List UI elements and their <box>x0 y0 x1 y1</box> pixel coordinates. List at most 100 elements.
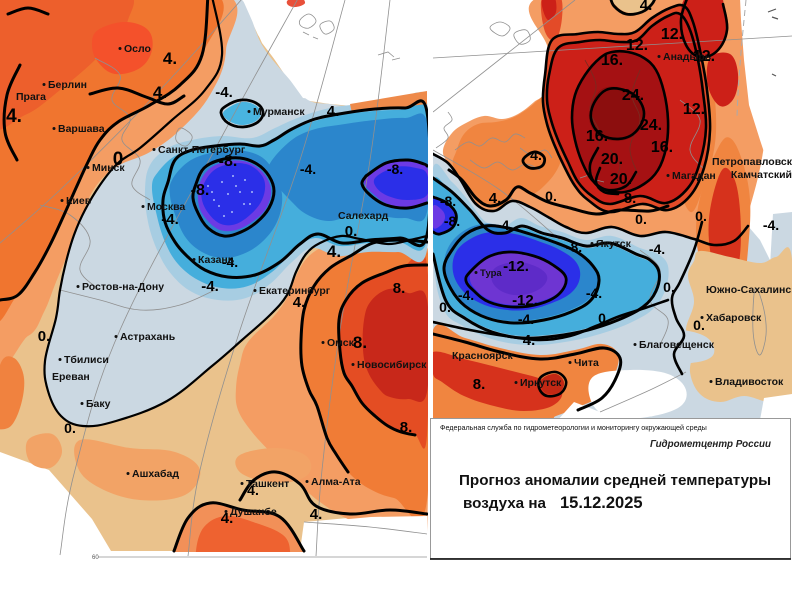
svg-text:4.: 4. <box>310 506 323 523</box>
svg-text:-8.: -8. <box>444 213 460 229</box>
svg-text:60: 60 <box>92 555 99 561</box>
svg-text:16.: 16. <box>601 52 623 69</box>
svg-text:24.: 24. <box>622 87 644 104</box>
svg-text:Прага: Прага <box>16 91 46 103</box>
svg-text:16.: 16. <box>586 128 608 145</box>
svg-text:Москва: Москва <box>147 201 185 213</box>
svg-text:12.: 12. <box>693 48 715 65</box>
svg-text:Душанбе: Душанбе <box>230 506 277 518</box>
svg-text:15.12.2025: 15.12.2025 <box>560 494 643 512</box>
svg-text:-4.: -4. <box>201 278 219 295</box>
svg-text:-12.: -12. <box>503 258 529 275</box>
svg-text:0.: 0. <box>693 317 705 333</box>
svg-text:4.: 4. <box>153 83 167 102</box>
svg-text:Чита: Чита <box>574 357 599 369</box>
svg-text:-4.: -4. <box>586 285 602 301</box>
svg-text:Петропавловск: Петропавловск <box>712 156 792 168</box>
svg-text:12.: 12. <box>661 26 683 43</box>
svg-text:12.: 12. <box>626 37 648 54</box>
svg-text:-4.: -4. <box>518 311 534 327</box>
svg-text:Магадан: Магадан <box>672 170 716 182</box>
svg-text:Баку: Баку <box>86 398 111 410</box>
svg-text:-8.: -8. <box>387 161 403 177</box>
svg-text:8.: 8. <box>353 333 367 352</box>
svg-text:-4.: -4. <box>458 287 474 303</box>
svg-text:-4.: -4. <box>161 211 179 228</box>
svg-text:Екатеринбург: Екатеринбург <box>259 285 331 297</box>
svg-text:8.: 8. <box>624 190 637 207</box>
svg-text:4.: 4. <box>327 103 340 120</box>
svg-text:0.: 0. <box>635 211 647 227</box>
svg-text:0.: 0. <box>545 188 557 204</box>
svg-text:-8.: -8. <box>440 193 456 209</box>
svg-text:0.: 0. <box>64 420 76 436</box>
svg-text:Федеральная служба по гидромет: Федеральная служба по гидрометеорологии … <box>440 423 707 432</box>
svg-text:-8.: -8. <box>219 153 238 170</box>
svg-text:4.: 4. <box>247 482 259 498</box>
svg-text:Берлин: Берлин <box>48 79 87 91</box>
svg-text:-12.: -12. <box>512 292 538 309</box>
svg-text:8.: 8. <box>473 376 486 393</box>
svg-text:Ашхабад: Ашхабад <box>132 468 179 480</box>
svg-text:Владивосток: Владивосток <box>715 376 784 388</box>
svg-text:20.: 20. <box>610 171 632 188</box>
svg-text:Алма-Ата: Алма-Ата <box>311 476 361 488</box>
svg-text:0.: 0. <box>663 279 675 295</box>
svg-text:Ереван: Ереван <box>52 371 90 383</box>
svg-text:12.: 12. <box>683 101 705 118</box>
svg-text:4.: 4. <box>163 49 177 68</box>
svg-text:16.: 16. <box>651 139 673 156</box>
svg-text:Тбилиси: Тбилиси <box>64 354 109 366</box>
svg-text:0: 0 <box>113 149 124 170</box>
svg-text:-4.: -4. <box>300 161 316 177</box>
svg-text:4.: 4. <box>293 294 306 311</box>
svg-text:4.: 4. <box>327 242 341 261</box>
svg-text:Хабаровск: Хабаровск <box>706 312 762 324</box>
svg-text:-8.: -8. <box>566 239 582 255</box>
svg-text:4.: 4. <box>640 0 653 14</box>
svg-text:Астрахань: Астрахань <box>120 331 176 343</box>
svg-text:Южно-Сахалинск: Южно-Сахалинск <box>706 284 792 296</box>
svg-text:Киев: Киев <box>66 195 92 207</box>
svg-text:Минск: Минск <box>92 162 125 174</box>
svg-text:воздуха на: воздуха на <box>463 495 547 512</box>
svg-text:Якутск: Якутск <box>596 238 632 250</box>
svg-text:Благовещенск: Благовещенск <box>639 339 715 351</box>
svg-text:Тура: Тура <box>480 268 502 279</box>
svg-text:Ташкент: Ташкент <box>246 478 289 490</box>
svg-text:Прогноз аномалии средней темпе: Прогноз аномалии средней температуры <box>459 472 771 489</box>
svg-text:-4.: -4. <box>215 84 233 101</box>
svg-text:0.: 0. <box>695 208 707 224</box>
svg-text:-4.: -4. <box>649 241 665 257</box>
svg-text:Новосибирск: Новосибирск <box>357 359 427 371</box>
svg-text:Красноярск: Красноярск <box>452 350 513 362</box>
svg-text:20.: 20. <box>601 151 623 168</box>
svg-text:Казань: Казань <box>198 254 235 266</box>
svg-text:Варшава: Варшава <box>58 123 105 135</box>
svg-text:4.: 4. <box>489 190 502 207</box>
svg-text:0.: 0. <box>38 328 51 345</box>
svg-text:Гидрометцентр России: Гидрометцентр России <box>650 439 771 450</box>
svg-text:4.: 4. <box>221 510 234 527</box>
svg-text:Анадырь: Анадырь <box>663 51 712 63</box>
svg-text:-4.: -4. <box>497 217 513 233</box>
svg-text:0.: 0. <box>345 223 358 240</box>
svg-text:0.: 0. <box>439 299 451 315</box>
svg-text:Осло: Осло <box>124 43 151 55</box>
svg-text:4.: 4. <box>6 106 22 127</box>
svg-text:0.: 0. <box>598 310 610 326</box>
svg-text:Камчатский: Камчатский <box>731 169 792 181</box>
svg-text:-8.: -8. <box>191 182 210 199</box>
svg-text:Омск: Омск <box>327 337 355 349</box>
svg-text:24.: 24. <box>640 117 662 134</box>
svg-text:Мурманск: Мурманск <box>253 106 305 118</box>
svg-text:Иркутск: Иркутск <box>520 377 562 389</box>
svg-text:Санкт-Петербург: Санкт-Петербург <box>158 144 246 156</box>
svg-text:4.: 4. <box>523 332 536 349</box>
svg-text:Салехард: Салехард <box>338 210 389 222</box>
svg-text:8.: 8. <box>400 419 413 436</box>
svg-text:4.: 4. <box>530 147 542 163</box>
svg-text:Ростов-на-Дону: Ростов-на-Дону <box>82 281 164 293</box>
svg-text:-4.: -4. <box>763 217 779 233</box>
svg-text:8.: 8. <box>393 280 406 297</box>
